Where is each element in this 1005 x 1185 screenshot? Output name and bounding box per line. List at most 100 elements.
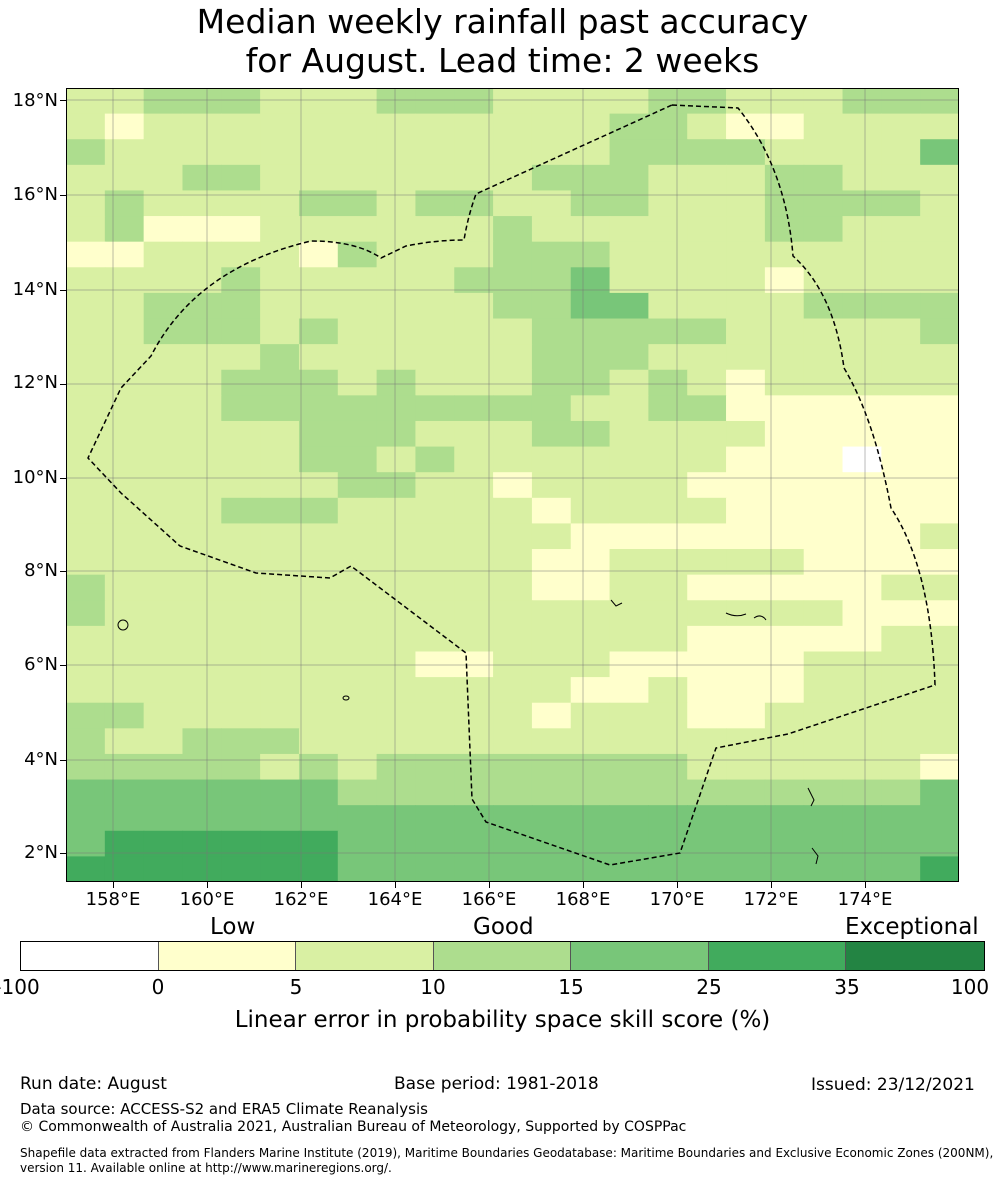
skill-cell (803, 190, 844, 217)
skill-cell (609, 677, 649, 704)
skill-cell (687, 651, 727, 678)
skill-cell (221, 600, 261, 627)
skill-cell (570, 651, 611, 678)
skill-cell (221, 88, 261, 115)
skill-cell (687, 728, 727, 755)
skill-cell (66, 113, 106, 140)
skill-cell (881, 728, 921, 755)
skill-cell (221, 190, 261, 217)
skill-cell (726, 88, 766, 115)
skill-cell (260, 292, 300, 320)
skill-cell (104, 779, 145, 806)
skill-cell (143, 728, 184, 755)
skill-cell (376, 600, 417, 627)
lat-label: 8°N (24, 560, 58, 581)
skill-cell (337, 753, 378, 781)
skill-score-colorbar (20, 941, 985, 971)
skill-cell (298, 344, 339, 371)
skill-cell (687, 677, 727, 704)
skill-cell (531, 216, 572, 243)
skill-cell (687, 702, 727, 729)
skill-cell (803, 677, 844, 704)
skill-cell (842, 549, 882, 576)
skill-cell (842, 241, 882, 268)
skill-cell (298, 267, 339, 294)
skill-cell (337, 574, 378, 601)
skill-cell (687, 549, 727, 576)
skill-cell (764, 497, 805, 525)
skill-cell (143, 625, 184, 653)
skill-cell (570, 190, 611, 217)
skill-cell (531, 369, 572, 396)
skill-cell (726, 139, 766, 166)
skill-cell (454, 549, 494, 576)
skill-cell (687, 779, 727, 806)
colorbar-segment (708, 942, 847, 970)
skill-cell (687, 600, 727, 627)
skill-cell (454, 190, 494, 217)
skill-cell (415, 113, 455, 140)
skill-cell (376, 420, 417, 448)
skill-cell (493, 574, 533, 601)
skill-cell (337, 856, 378, 882)
skill-cell (920, 216, 959, 243)
skill-cell (182, 395, 222, 422)
skill-cell (376, 216, 417, 243)
skill-cell (920, 267, 959, 294)
skill-cell (415, 292, 455, 320)
skill-cell (493, 472, 533, 499)
skill-cell (570, 497, 611, 525)
skill-cell (803, 497, 844, 525)
skill-cell (609, 190, 649, 217)
skill-cell (454, 113, 494, 140)
skill-cell (764, 523, 805, 550)
skill-cell (881, 651, 921, 678)
skill-cell (104, 805, 145, 832)
skill-cell (803, 574, 844, 601)
skill-cell (182, 139, 222, 166)
skill-cell (337, 677, 378, 704)
skill-cell (687, 88, 727, 115)
skill-cell (570, 753, 611, 781)
skill-cell (648, 216, 688, 243)
skill-cell (66, 395, 106, 422)
lat-label: 10°N (12, 467, 58, 488)
skill-cell (337, 472, 378, 499)
skill-cell (920, 318, 959, 345)
skill-cell (143, 702, 184, 729)
skill-cell (298, 600, 339, 627)
skill-cell (881, 856, 921, 882)
skill-cell (298, 702, 339, 729)
skill-cell (648, 830, 688, 857)
skill-cell (881, 190, 921, 217)
skill-cell (66, 369, 106, 396)
skill-cell (376, 856, 417, 882)
skill-cell (104, 856, 145, 882)
skill-cell (376, 677, 417, 704)
skill-cell (881, 830, 921, 857)
skill-cell (881, 805, 921, 832)
skill-cell (648, 472, 688, 499)
skill-cell (66, 139, 106, 166)
skill-cell (570, 139, 611, 166)
skill-cell (66, 190, 106, 217)
skill-cell (764, 164, 805, 192)
skill-cell (648, 164, 688, 192)
skill-cell (182, 164, 222, 192)
skill-cell (104, 216, 145, 243)
skill-cell (531, 164, 572, 192)
skill-cell (764, 395, 805, 422)
skill-cell (221, 420, 261, 448)
skill-cell (415, 190, 455, 217)
skill-cell (66, 753, 106, 781)
skill-cell (376, 139, 417, 166)
skill-cell (726, 472, 766, 499)
map-title-line-2: for August. Lead time: 2 weeks (245, 41, 760, 80)
skill-cell (415, 677, 455, 704)
skill-cell (260, 805, 300, 832)
lon-tick (677, 882, 678, 888)
skill-cell (687, 318, 727, 345)
skill-cell (609, 625, 649, 653)
skill-cell (803, 753, 844, 781)
skill-cell (66, 344, 106, 371)
